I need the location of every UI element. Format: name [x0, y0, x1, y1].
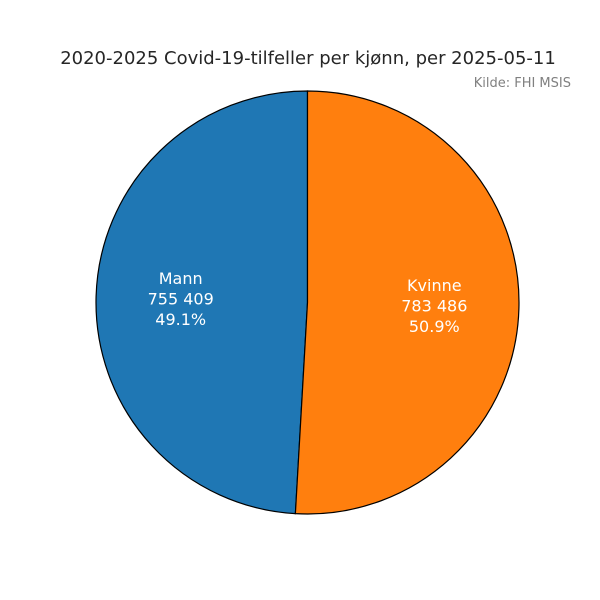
slice-label-kvinne: Kvinne 783 486 50.9%	[401, 276, 467, 336]
slice-name-label-kvinne: Kvinne	[407, 276, 462, 295]
slice-name-label-mann: Mann	[159, 269, 203, 288]
pie-slice-mann	[95, 90, 309, 515]
slice-percent-label-kvinne: 50.9%	[409, 317, 460, 336]
slice-value-label-kvinne: 783 486	[401, 297, 467, 316]
slice-percent-label-mann: 49.1%	[155, 310, 206, 329]
slice-value-label-mann: 755 409	[148, 289, 214, 308]
slice-label-mann: Mann 755 409 49.1%	[148, 269, 214, 329]
pie-slices	[95, 90, 520, 515]
chart-source: Kilde: FHI MSIS	[474, 76, 571, 91]
pie-slice-kvinne	[294, 90, 520, 515]
pie-labels: Mann 755 409 49.1% Kvinne 783 486 50.9%	[148, 269, 468, 336]
chart-title: 2020-2025 Covid-19-tilfeller per kjønn, …	[60, 48, 556, 69]
